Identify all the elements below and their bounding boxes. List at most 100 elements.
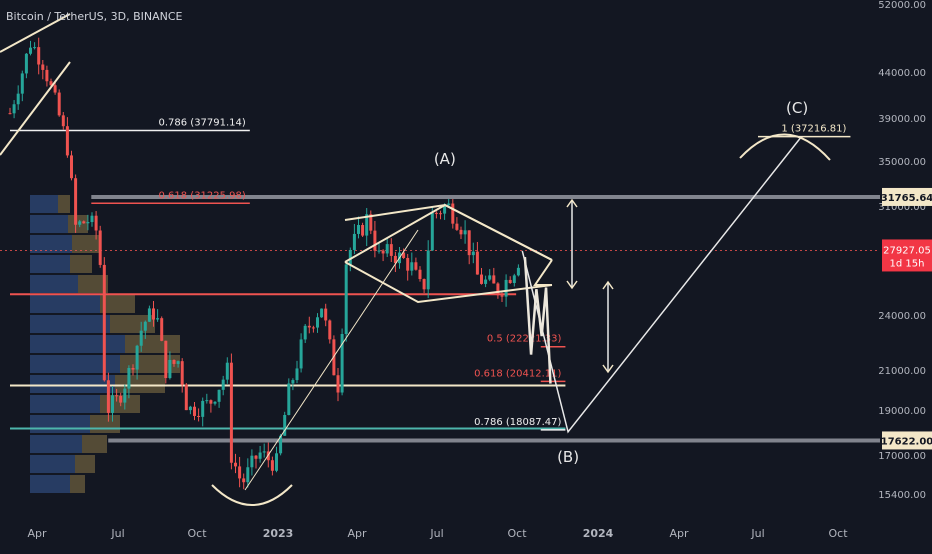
volume-profile-bar [72,235,100,253]
candle-body [197,415,201,417]
fib-level-label: 0.786 (37791.14) [158,118,245,129]
volume-profile-bar [30,355,120,373]
time-tick-label: Apr [347,527,367,540]
candle-body [156,318,160,320]
range-arrow-head [602,280,614,290]
volume-profile-bar [30,435,82,453]
candle-body [61,115,65,127]
candle-body [242,478,246,483]
candle-body [184,384,188,411]
candle-body [20,73,24,94]
candle-body [279,435,283,454]
candle-body [250,455,254,468]
candle-body [234,462,237,467]
candle-body [484,279,488,284]
volume-profile-bar [70,255,92,273]
candle-body [459,229,463,235]
price-level-box-label: 31765.64 [881,193,932,204]
candle-body [90,215,94,223]
volume-profile-bar [70,475,85,493]
candle-body [45,69,49,82]
zigzag-forecast [523,256,552,384]
candle-body [430,212,434,251]
candle-body [41,64,45,70]
candle-body [406,257,410,271]
time-tick-label: Jul [110,527,124,540]
volume-profile-bar [100,395,140,413]
candle-body [311,327,315,329]
price-tick-label: 35000.00 [878,157,926,168]
fib-level-label: 0.618 (31225.98) [158,190,245,201]
candle-body [176,361,180,364]
candle-body [127,367,131,389]
candle-body [94,215,98,231]
candle-body [488,275,492,280]
candle-body [508,279,512,284]
candle-body [12,104,16,114]
candle-body [193,406,196,416]
candle-body [471,251,475,256]
trend-line [244,229,419,491]
time-axis: Apr Jul Oct 2023 Apr Jul Oct 2024 Apr Jul Oct [0,515,932,550]
volume-profile-bar [30,255,70,273]
time-tick-label: Oct [828,527,848,540]
volume-profile-bar [78,275,108,293]
candle-body [504,279,508,297]
candle-body [229,362,233,463]
candle-body [512,275,516,284]
volume-profile-bar [100,295,135,313]
price-level-box [882,431,932,450]
volume-profile-bar [82,435,107,453]
candle-body [426,250,430,290]
candle-body [205,400,209,402]
candle-body [348,249,352,265]
candle-body [365,214,369,236]
symbol-title: Bitcoin / TetherUS, 3D, BINANCE [6,10,183,23]
price-axis-bg [880,0,932,550]
volume-profile-bar [115,375,165,393]
analysis-drawings [0,13,831,506]
candle-body [70,155,73,179]
volume-profile-bar [30,415,90,433]
candle-body [500,295,504,297]
candle-body [123,388,127,403]
candle-body [57,92,61,116]
candle-body [262,451,266,453]
wave-label: (C) [786,99,808,117]
candle-body [168,359,172,379]
candle-body [455,223,459,230]
price-level-box [882,187,932,206]
bar-countdown-label: 1d 15h [890,258,925,269]
candle-body [299,339,303,369]
candle-body [373,230,377,251]
current-price-box [882,239,932,272]
candle-body [172,359,176,364]
candle-body [8,113,12,115]
time-tick-label: Apr [669,527,689,540]
time-tick-label: Oct [507,527,527,540]
candle-body [209,400,213,404]
price-tick-label: 19000.00 [878,406,926,417]
candle-body [287,383,291,415]
volume-profile-bar [68,215,88,233]
price-tick-label: 15400.00 [878,490,926,501]
volume-profile-bar [58,195,70,213]
range-arrow-head [566,198,578,208]
candle-body [33,47,37,49]
candle-body [385,244,389,254]
candle-body [102,264,106,381]
candle-body [369,214,373,231]
time-tick-label: Apr [27,527,47,540]
candle-body [357,225,360,234]
candle-body [213,401,217,404]
candle-body [443,205,447,214]
price-axis: 52000.00 44000.00 39000.00 35000.00 31000.00… [878,0,932,550]
triangle-lower-line [344,261,553,304]
wave-label: (B) [557,448,579,466]
candle-body [283,414,287,436]
wave-label: (A) [434,150,456,168]
fib-level-label: 1 (37216.81) [781,124,846,135]
